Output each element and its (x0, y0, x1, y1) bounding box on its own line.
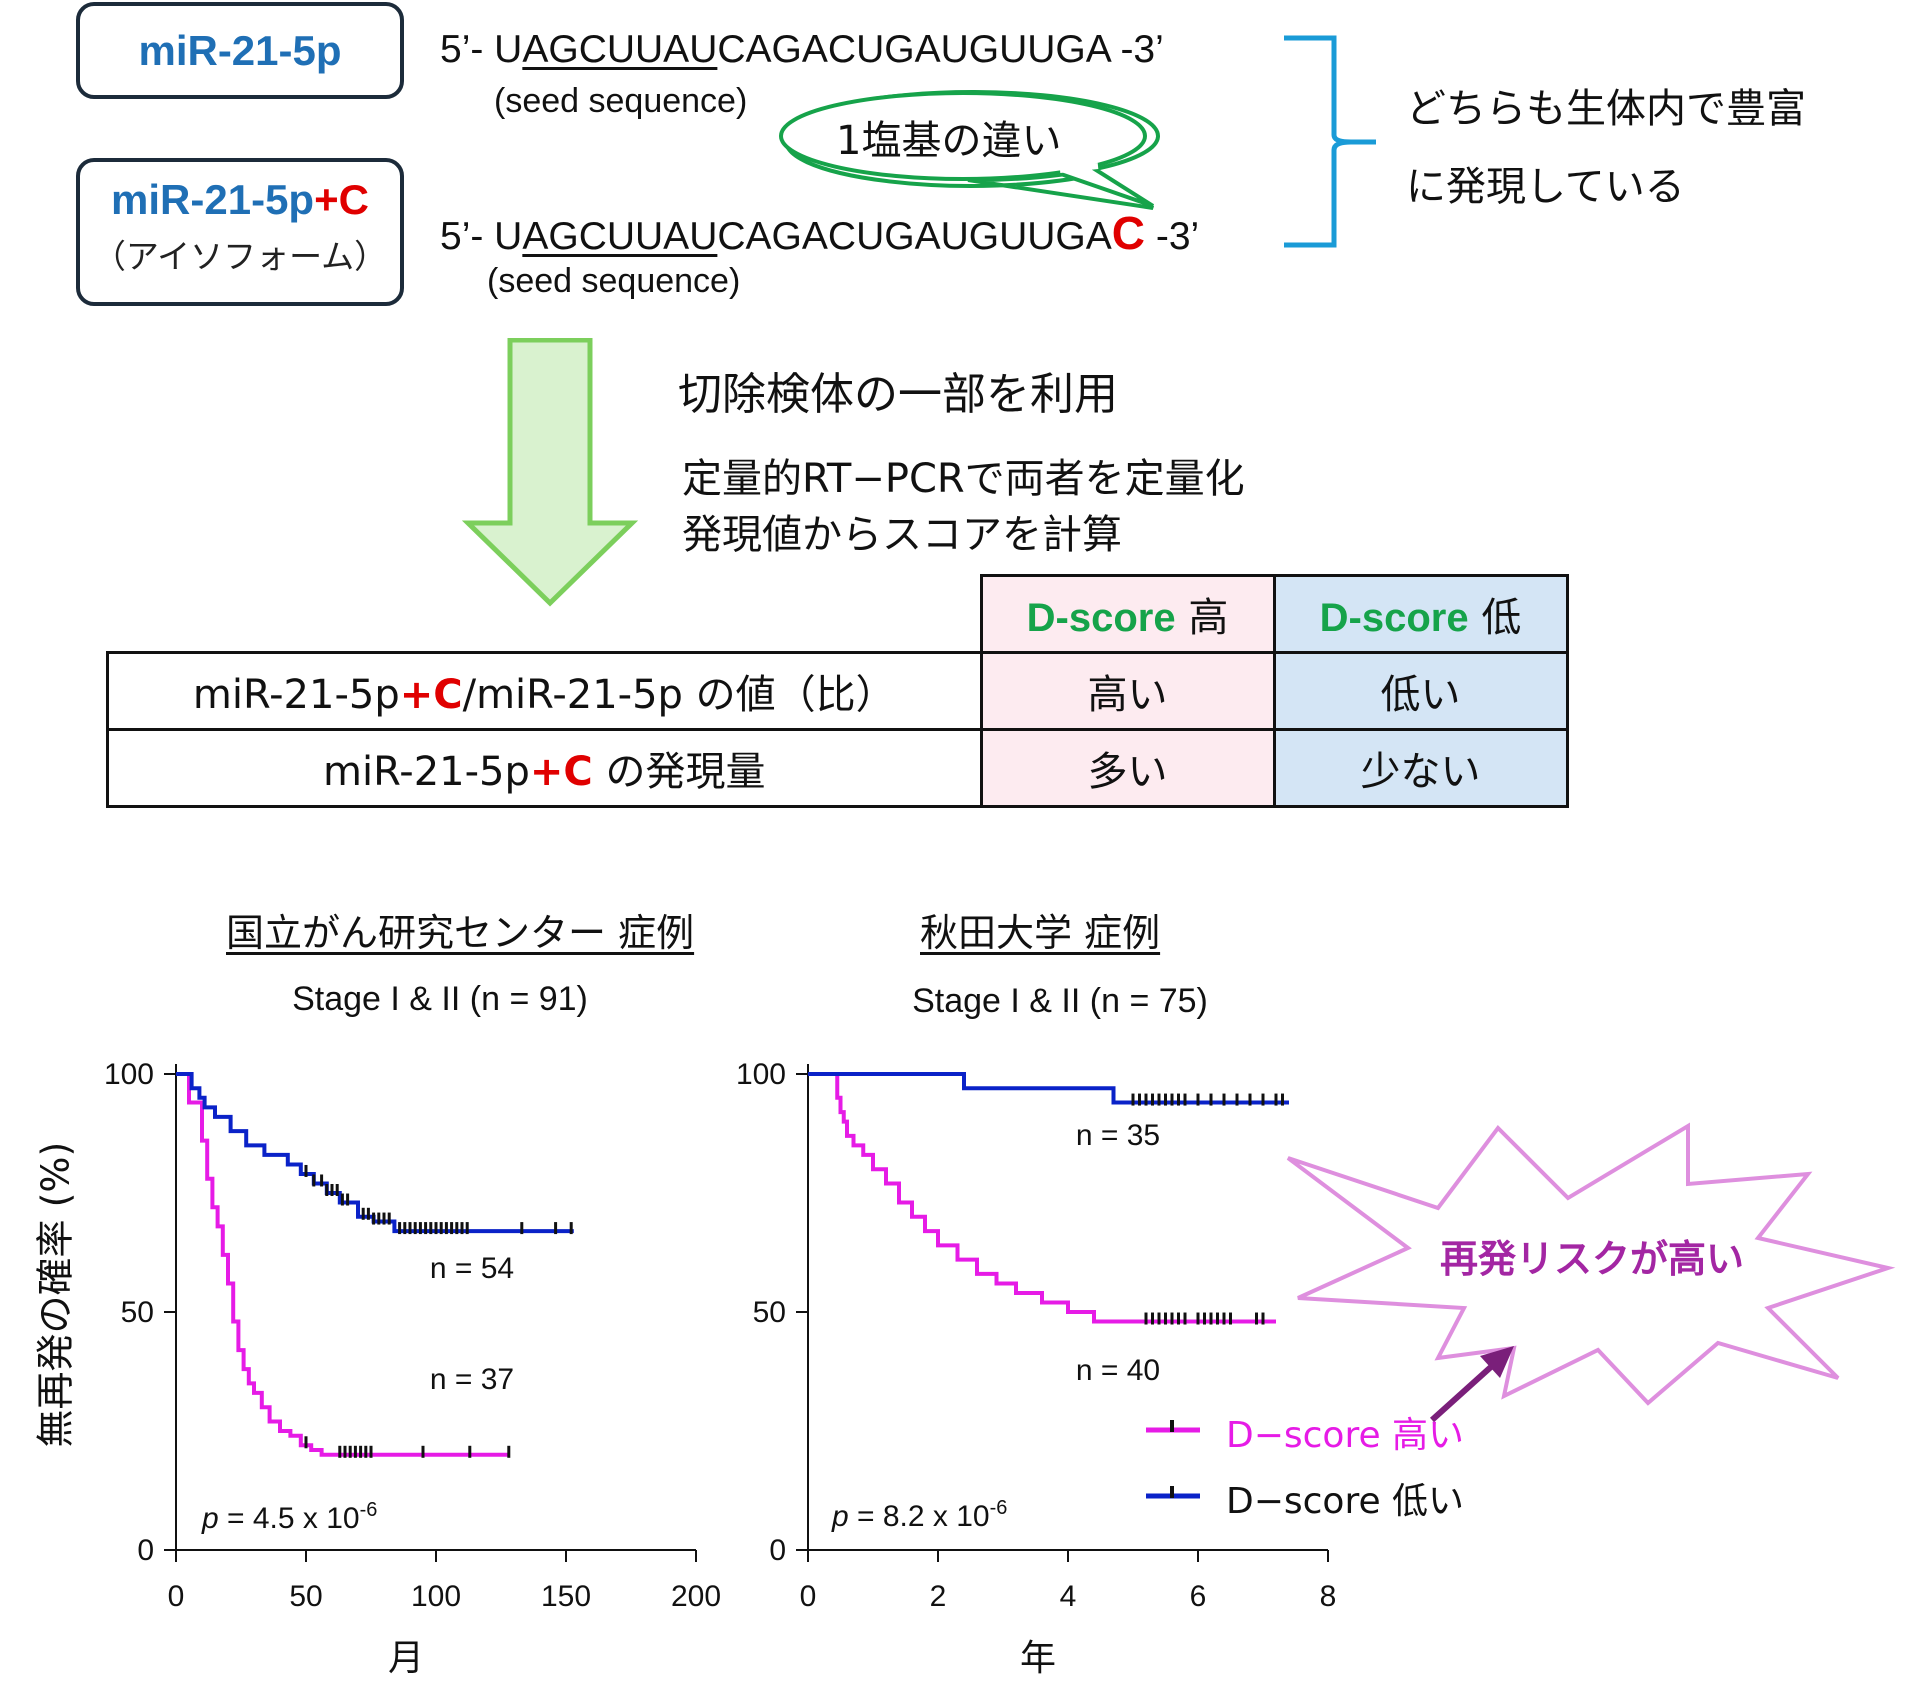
sequence-1: 5’- UAGCUUAUCAGACUGAUGUUGA -3’ (440, 28, 1164, 72)
mir-21-5p-label: miR-21-5p (138, 27, 342, 74)
chart-1: 0 50 100 150 200 0 50 100 Stage I & II (n = 91) 月… (104, 980, 721, 1679)
row-2-pre: miR-21-5p (323, 749, 530, 795)
n-label: n = 37 (430, 1363, 514, 1396)
arrow-icon (1429, 1346, 1514, 1423)
seq1-end: -3’ (1109, 28, 1164, 71)
header-high-label: D-score (1026, 596, 1176, 640)
mir-21-5p-c-label: miR-21-5p (111, 176, 315, 223)
y-tick-label: 0 (769, 1534, 786, 1567)
starburst-text: 再発リスクが高い (1440, 1237, 1745, 1281)
row-2-low: 少ない (1272, 728, 1569, 808)
x-axis-label: 年 (1020, 1638, 1056, 1679)
bubble-text: 1塩基の違い (836, 118, 1062, 164)
x-tick-label: 2 (930, 1580, 947, 1613)
p-value: p = 4.5 x 10-6 (201, 1499, 377, 1535)
starburst-icon (1286, 1122, 1896, 1406)
seed-label-2: (seed sequence) (487, 262, 741, 300)
y-tick-label: 50 (753, 1296, 786, 1329)
y-tick-label: 0 (137, 1534, 154, 1567)
row-1-post: /miR-21-5p の値（比） (462, 672, 896, 718)
y-tick-label: 100 (736, 1058, 786, 1091)
x-tick-label: 6 (1190, 1580, 1207, 1613)
header-high: D-score 高 (979, 574, 1276, 654)
seq2-seed: AGCUUAU (522, 215, 718, 258)
table-row: miR-21-5p+C/miR-21-5p の値（比） 高い 低い (106, 651, 1569, 731)
x-tick-label: 50 (289, 1580, 322, 1613)
mir-21-5p-c-box: miR-21-5p+C （アイソフォーム） (76, 158, 404, 306)
row-2-post: の発現量 (592, 749, 766, 795)
seed-label-1: (seed sequence) (494, 82, 748, 120)
speech-bubble (779, 90, 1160, 210)
x-tick-label: 0 (800, 1580, 817, 1613)
seq2-extra-c: C (1111, 207, 1145, 259)
table-corner (107, 575, 983, 654)
seq1-rest: CAGACUGAUGUUGA (717, 28, 1110, 71)
legend-low-label: D−score 低い (1226, 1481, 1465, 1522)
series-line-high (176, 1072, 509, 1457)
row-2-c: +C (529, 749, 593, 795)
legend-low-swatch (1146, 1486, 1200, 1499)
n-label: n = 40 (1076, 1354, 1160, 1387)
y-tick-label: 50 (121, 1296, 154, 1329)
p-exponent: -6 (360, 1499, 378, 1521)
x-tick-label: 4 (1060, 1580, 1077, 1613)
chart-subtitle: Stage I & II (n = 75) (912, 982, 1208, 1020)
brace-note-line-1: どちらも生体内で豊富 (1406, 86, 1806, 132)
series-line-low (808, 1072, 1289, 1105)
right-brace (1284, 35, 1376, 248)
x-tick-label: 0 (168, 1580, 185, 1613)
legend-high-swatch (1146, 1420, 1200, 1433)
p-text: = 8.2 x 10 (849, 1500, 990, 1533)
row-2-high: 多い (979, 728, 1276, 808)
seq1-seed: AGCUUAU (522, 28, 718, 71)
row-1-low: 低い (1272, 651, 1569, 731)
step-2-line-2: 発現値からスコアを計算 (682, 512, 1122, 558)
seq2-prefix: 5’- U (440, 215, 523, 258)
header-low: D-score 低 (1272, 574, 1569, 654)
legend-high-label: D−score 高い (1226, 1415, 1465, 1456)
p-text: = 4.5 x 10 (219, 1502, 360, 1535)
chart-subtitle: Stage I & II (n = 91) (292, 980, 588, 1018)
p-symbol: p (201, 1502, 219, 1535)
n-label: n = 35 (1076, 1119, 1160, 1152)
row-1-high: 高い (979, 651, 1276, 731)
table-row: miR-21-5p+C の発現量 多い 少ない (106, 728, 1569, 808)
sequence-2: 5’- UAGCUUAUCAGACUGAUGUUGAC -3’ (440, 206, 1199, 260)
chart-2-title: 秋田大学 症例 (920, 911, 1161, 955)
x-tick-label: 150 (541, 1580, 591, 1613)
isoform-label: （アイソフォーム） (92, 237, 388, 276)
header-low-level: 低 (1481, 595, 1522, 641)
row-1-pre: miR-21-5p (192, 672, 400, 718)
seq1-prefix: 5’- U (440, 28, 523, 71)
x-axis-label: 月 (388, 1638, 424, 1679)
row-1-c: +C (399, 672, 463, 718)
n-label: n = 54 (430, 1252, 514, 1285)
y-tick-label: 100 (104, 1058, 154, 1091)
comparison-table: D-score 高 D-score 低 miR-21-5p+C/miR-21-5… (106, 574, 1569, 808)
row-1-label: miR-21-5p+C/miR-21-5p の値（比） (106, 651, 983, 731)
chart-2: 0 2 4 6 8 0 50 100 Stage I & II (n = 75) 年 n = 40 n… (736, 982, 1337, 1679)
brace-note-line-2: に発現している (1406, 164, 1685, 210)
step-1-text: 切除検体の一部を利用 (678, 369, 1118, 420)
header-high-level: 高 (1188, 595, 1229, 641)
step-2-line-1: 定量的RT−PCRで両者を定量化 (682, 456, 1245, 502)
down-arrow-icon (461, 338, 639, 607)
x-tick-label: 200 (671, 1580, 721, 1613)
seq2-end: -3’ (1145, 215, 1200, 258)
p-exponent: -6 (990, 1497, 1008, 1519)
plus-c-label: +C (314, 176, 369, 223)
x-tick-label: 100 (411, 1580, 461, 1613)
p-value: p = 8.2 x 10-6 (831, 1497, 1007, 1533)
p-symbol: p (831, 1500, 849, 1533)
header-low-label: D-score (1319, 596, 1469, 640)
series-line-low (176, 1072, 574, 1234)
x-tick-label: 8 (1320, 1580, 1337, 1613)
mir-21-5p-box: miR-21-5p (76, 2, 404, 99)
seq2-rest: CAGACUGAUGUUGA (717, 215, 1112, 258)
chart-1-title: 国立がん研究センター 症例 (226, 911, 695, 955)
row-2-label: miR-21-5p+C の発現量 (106, 728, 983, 808)
series-line-high (808, 1072, 1276, 1324)
